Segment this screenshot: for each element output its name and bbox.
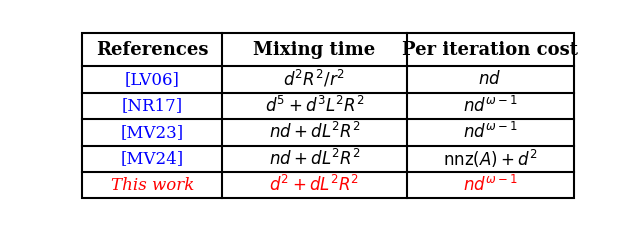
Text: $d^5 + d^3L^2R^2$: $d^5 + d^3L^2R^2$ <box>265 96 364 116</box>
Text: Mixing time: Mixing time <box>253 41 376 59</box>
Text: $nd$: $nd$ <box>479 70 502 88</box>
Text: $d^2 + dL^2R^2$: $d^2 + dL^2R^2$ <box>269 175 360 195</box>
Text: $nd^{\omega-1}$: $nd^{\omega-1}$ <box>463 96 518 116</box>
Text: Per iteration cost: Per iteration cost <box>402 41 578 59</box>
Text: References: References <box>96 41 209 59</box>
Text: [LV06]: [LV06] <box>125 71 180 88</box>
Text: [MV23]: [MV23] <box>121 124 184 141</box>
Text: [MV24]: [MV24] <box>121 150 184 167</box>
Text: $nd + dL^2R^2$: $nd + dL^2R^2$ <box>269 149 360 169</box>
Text: $nd + dL^2R^2$: $nd + dL^2R^2$ <box>269 122 360 142</box>
Text: $\mathrm{nnz}(A) + d^2$: $\mathrm{nnz}(A) + d^2$ <box>443 148 538 170</box>
Text: $d^2R^2/r^2$: $d^2R^2/r^2$ <box>284 69 346 90</box>
Text: [NR17]: [NR17] <box>122 97 183 114</box>
Text: $nd^{\omega-1}$: $nd^{\omega-1}$ <box>463 122 518 142</box>
Text: This work: This work <box>111 177 194 194</box>
Text: $nd^{\omega-1}$: $nd^{\omega-1}$ <box>463 175 518 195</box>
